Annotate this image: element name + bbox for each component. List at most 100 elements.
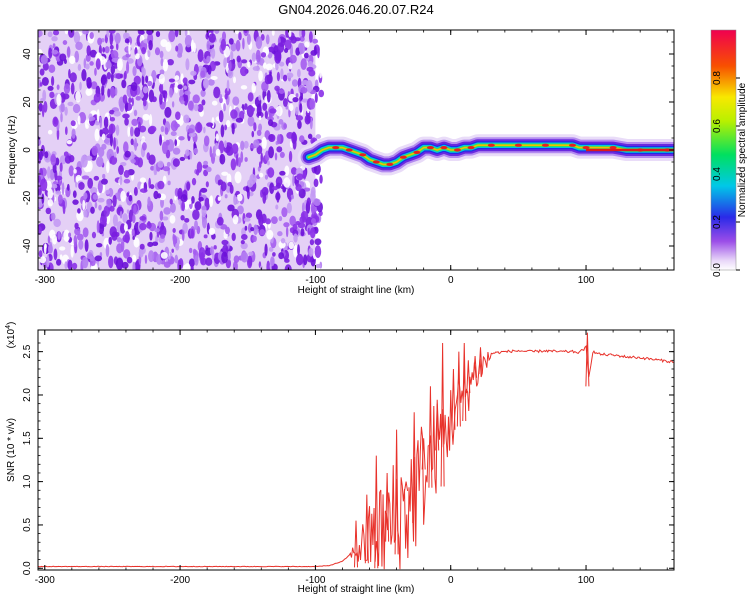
noise-blob (220, 124, 225, 138)
snr-y-ticks: 0.0 0.5 1.0 1.5 2.0 2.5 (22, 342, 674, 575)
noise-blob (132, 254, 137, 263)
noise-blob (73, 31, 81, 44)
noise-blob (133, 138, 138, 151)
noise-blob (214, 30, 220, 34)
noise-blob (47, 188, 54, 200)
noise-blob (62, 203, 66, 215)
noise-blob (206, 122, 214, 127)
noise-blob (94, 128, 100, 142)
noise-blob (318, 89, 325, 98)
noise-blob (122, 113, 130, 119)
noise-blob (128, 42, 131, 55)
noise-blob (108, 30, 116, 34)
noise-blob (230, 50, 234, 60)
noise-blob (121, 79, 127, 89)
noise-blob (39, 167, 44, 178)
snr-spike (478, 347, 483, 375)
noise-blob (275, 204, 279, 210)
track-hotspot (359, 153, 367, 157)
noise-blob (291, 131, 297, 145)
noise-blob (262, 102, 268, 111)
noise-blob (164, 127, 169, 135)
snr-multiplier-base: (x10 (6, 328, 17, 348)
track-hotspot (345, 148, 353, 152)
noise-blob (221, 171, 229, 176)
noise-blob (185, 149, 190, 157)
x-tick-label: 0 (448, 275, 454, 286)
x-tick-label: 100 (578, 275, 595, 286)
noise-blob (262, 62, 267, 69)
noise-blob (224, 194, 228, 199)
noise-blob (211, 100, 218, 106)
y-tick-label: 0.0 (22, 561, 33, 575)
noise-blob (203, 79, 209, 88)
noise-blob (68, 232, 72, 238)
noise-blob (234, 171, 242, 184)
noise-blob (116, 146, 120, 154)
noise-blob (77, 208, 81, 214)
noise-blob (106, 198, 112, 208)
noise-blob (56, 258, 62, 266)
noise-blob (177, 84, 183, 90)
noise-blob (172, 147, 181, 155)
noise-blob (63, 229, 70, 242)
noise-blob (224, 87, 231, 96)
noise-blob (52, 234, 58, 245)
noise-blob (97, 146, 105, 158)
noise-blob (63, 151, 69, 157)
noise-blob (71, 128, 76, 139)
snr-spike (440, 342, 445, 487)
noise-blob (258, 123, 263, 132)
noise-blob (119, 210, 123, 219)
noise-blob (48, 64, 56, 73)
noise-blob (158, 84, 162, 92)
noise-blob (124, 117, 129, 126)
noise-blob (130, 158, 136, 164)
noise-blob (142, 86, 149, 94)
noise-blob (235, 190, 240, 196)
snr-xlabel: Height of straight line (km) (298, 584, 415, 595)
noise-blob (302, 169, 307, 180)
noise-blob (314, 92, 318, 104)
noise-blob (141, 73, 145, 86)
noise-blob (52, 116, 59, 127)
noise-blob (47, 198, 54, 207)
noise-blob (275, 192, 281, 201)
noise-blob (244, 225, 248, 231)
y-tick-label: -40 (22, 238, 33, 253)
noise-blob (219, 97, 223, 104)
noise-blob (122, 234, 130, 243)
noise-blob (225, 119, 231, 128)
colorbar: 0.0 0.2 0.4 0.6 0.8 Normalized spectral ampl… (710, 29, 748, 277)
noise-blob (76, 233, 84, 241)
noise-blob (147, 30, 153, 36)
noise-blob (57, 194, 63, 205)
noise-blob (193, 141, 196, 150)
noise-blob (288, 196, 292, 203)
noise-blob (135, 95, 142, 101)
snr-spike (585, 332, 590, 387)
noise-blob (284, 47, 289, 54)
noise-blob (146, 221, 152, 229)
noise-blob (123, 249, 131, 259)
noise-blob (213, 245, 217, 250)
noise-blob (159, 50, 164, 59)
snr-spike (421, 438, 426, 470)
noise-blob (47, 31, 53, 38)
noise-blob (227, 204, 235, 212)
snr-multiplier-close: ) (6, 322, 17, 325)
noise-blob (50, 212, 56, 221)
noise-blob (277, 42, 285, 53)
noise-blob (85, 155, 93, 161)
noise-blob (224, 124, 228, 131)
noise-blob (260, 33, 265, 41)
noise-blob (114, 32, 121, 45)
noise-blob (62, 40, 68, 46)
noise-blob (240, 242, 248, 250)
noise-blob (237, 193, 243, 202)
noise-blob (198, 196, 204, 202)
noise-blob (203, 135, 210, 147)
noise-blob (269, 71, 272, 76)
snr-spike (428, 386, 433, 488)
